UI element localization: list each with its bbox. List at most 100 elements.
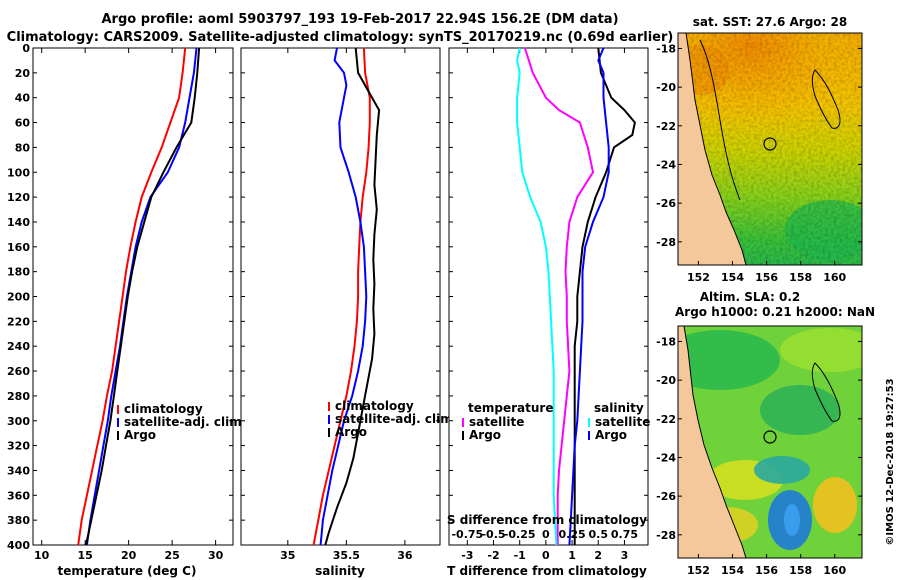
sst-reef-contour bbox=[811, 69, 841, 129]
series-line bbox=[312, 47, 371, 546]
map-y-tick-label: -24 bbox=[656, 158, 676, 171]
sst-map-frame bbox=[677, 32, 863, 266]
series-line bbox=[319, 47, 368, 546]
y-tick-label: 380 bbox=[7, 514, 30, 527]
sst-map-axes: 152 154 156 158 160 -18 -20 -22 -24 -26 -28 bbox=[656, 42, 862, 284]
map-y-tick-label: -18 bbox=[656, 42, 676, 55]
difference-y-ticks bbox=[449, 47, 648, 546]
legend-label-t-argo: Argo bbox=[469, 428, 501, 442]
y-tick-label: 80 bbox=[15, 141, 31, 154]
legend-label-s-argo: Argo bbox=[595, 428, 627, 442]
s-axis-tick-label: -0.25 bbox=[504, 528, 536, 541]
legend-label-satellite: satellite-adj. clim. bbox=[124, 415, 246, 429]
map-y-tick-label: -28 bbox=[656, 236, 676, 249]
salinity-y-ticks bbox=[241, 47, 440, 546]
sla-reef-contour bbox=[811, 362, 841, 422]
y-tick-label: 40 bbox=[15, 92, 31, 105]
map-y-tick-label: -26 bbox=[656, 197, 676, 210]
legend-title-temperature: temperature bbox=[468, 401, 553, 415]
sst-land bbox=[678, 33, 747, 265]
legend-label-satellite: satellite-adj. clim. bbox=[335, 412, 457, 426]
s-axis-tick-label: 0.25 bbox=[558, 528, 585, 541]
difference-x-axis: -3 -2 -1 0 1 2 3 bbox=[461, 48, 628, 562]
x-tick-label: 30 bbox=[208, 549, 224, 562]
y-tick-label: 100 bbox=[7, 166, 30, 179]
sla-eddy-core bbox=[784, 504, 800, 536]
legend-label-s-satellite: satellite bbox=[595, 415, 650, 429]
y-tick-label: 400 bbox=[7, 539, 30, 552]
x-tick-label: -2 bbox=[487, 549, 499, 562]
s-axis-tick-label: 0.5 bbox=[589, 528, 609, 541]
y-tick-label: 320 bbox=[7, 440, 30, 453]
y-tick-label: 340 bbox=[7, 464, 30, 477]
argo-position-marker bbox=[763, 430, 777, 444]
y-tick-label: 0 bbox=[22, 42, 30, 55]
y-tick-label: 140 bbox=[7, 216, 30, 229]
difference-s-axis-label: S difference from climatology bbox=[447, 513, 647, 527]
sla-low-1 bbox=[678, 330, 780, 390]
map-x-tick-label: 160 bbox=[823, 271, 846, 284]
x-tick-label: 35 bbox=[280, 549, 295, 562]
x-tick-label: 0 bbox=[542, 549, 550, 562]
x-tick-label: 10 bbox=[34, 549, 50, 562]
copyright-stamp: ©IMOS 12-Dec-2018 19:27:53 bbox=[885, 378, 896, 545]
y-tick-label: 300 bbox=[7, 415, 30, 428]
map-y-tick-label: -26 bbox=[656, 490, 676, 503]
x-tick-label: 25 bbox=[164, 549, 179, 562]
y-tick-label: 220 bbox=[7, 315, 30, 328]
map-x-tick-label: 160 bbox=[823, 564, 846, 577]
sla-map-panel: Altim. SLA: 0.2 Argo h1000: 0.21 h2000: … bbox=[656, 290, 875, 577]
temperature-panel: 0 20 40 60 80 100 120 140 160 180 200 220 240 260 280 3… bbox=[7, 42, 246, 578]
y-tick-label: 20 bbox=[15, 67, 31, 80]
x-tick-label: 15 bbox=[78, 549, 93, 562]
s-axis-tick-label: 0 bbox=[542, 528, 550, 541]
x-tick-label: 3 bbox=[621, 549, 629, 562]
legend-label-t-satellite: satellite bbox=[469, 415, 524, 429]
map-x-tick-label: 154 bbox=[721, 271, 744, 284]
map-y-tick-label: -22 bbox=[656, 120, 676, 133]
map-y-tick-label: -28 bbox=[656, 529, 676, 542]
s-axis-tick-label: -0.75 bbox=[451, 528, 483, 541]
legend-title-salinity: salinity bbox=[594, 401, 644, 415]
map-x-tick-label: 156 bbox=[755, 271, 778, 284]
y-tick-label: 260 bbox=[7, 365, 30, 378]
sla-low-2 bbox=[760, 385, 840, 435]
sst-map-field bbox=[678, 33, 862, 265]
sla-low-3 bbox=[754, 456, 810, 484]
x-tick-label: 2 bbox=[594, 549, 602, 562]
x-tick-label: -1 bbox=[514, 549, 526, 562]
sst-map-title: sat. SST: 27.6 Argo: 28 bbox=[693, 15, 847, 29]
sla-map-title: Altim. SLA: 0.2 bbox=[700, 290, 801, 304]
series-line bbox=[523, 47, 595, 545]
header-line-1: Argo profile: aoml 5903797_193 19-Feb-20… bbox=[101, 12, 618, 27]
temperature-x-axis: 10 15 20 25 30 bbox=[34, 48, 224, 562]
difference-plot-frame bbox=[448, 47, 649, 546]
map-x-tick-label: 152 bbox=[687, 271, 710, 284]
y-tick-label: 160 bbox=[7, 241, 30, 254]
temperature-y-axis: 0 20 40 60 80 100 120 140 160 180 200 220 240 260 280 3… bbox=[7, 42, 233, 552]
temperature-plot-frame bbox=[32, 47, 234, 546]
sla-land bbox=[678, 326, 747, 558]
temperature-diff-legend: temperature satellite Argo bbox=[462, 401, 553, 442]
map-x-tick-label: 156 bbox=[755, 564, 778, 577]
s-axis-tick-label: -0.5 bbox=[481, 528, 505, 541]
series-line bbox=[85, 47, 201, 546]
salinity-legend: climatology satellite-adj. clim. Argo bbox=[328, 399, 457, 439]
series-line bbox=[516, 47, 558, 546]
difference-panel: -3 -2 -1 0 1 2 3 -0.75-0.5-0.25 0 0.25 0.5 0.75 T … bbox=[447, 47, 650, 578]
legend-label-climatology: climatology bbox=[124, 402, 203, 416]
y-tick-label: 240 bbox=[7, 340, 30, 353]
series-line bbox=[568, 47, 610, 546]
x-tick-label: 1 bbox=[568, 549, 576, 562]
salinity-diff-legend: salinity satellite Argo bbox=[588, 401, 650, 442]
x-tick-label: 36 bbox=[397, 549, 413, 562]
series-line bbox=[324, 47, 381, 546]
difference-lines bbox=[516, 47, 636, 546]
series-line bbox=[77, 47, 187, 546]
sst-map-panel: sat. SST: 27.6 Argo: 28 152 154 156 158 160 -… bbox=[656, 15, 863, 284]
salinity-lines bbox=[312, 47, 381, 546]
argo-position-marker bbox=[763, 137, 777, 151]
salinity-panel: 35 35.5 36 salinity climatology satellite-… bbox=[240, 47, 457, 578]
difference-s-axis: -0.75-0.5-0.25 0 0.25 0.5 0.75 bbox=[451, 528, 638, 541]
